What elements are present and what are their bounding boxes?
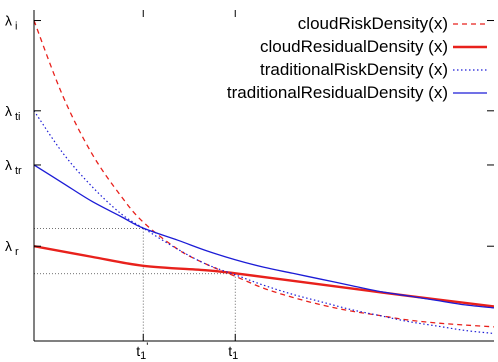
y-tick-label-2: λ tr	[5, 157, 22, 177]
guide-lines	[34, 228, 236, 341]
x-tick-label-symbol-1: t	[228, 343, 232, 359]
y-tick-label-sub-0: i	[15, 21, 17, 33]
y-tick-label-symbol-1: λ	[5, 103, 12, 119]
x-tick-label-prime-0: '	[146, 341, 148, 353]
series-line-2	[34, 110, 494, 335]
y-tick-label-sub-3: r	[15, 246, 19, 258]
y-tick-label-sub-2: tr	[15, 165, 22, 177]
series-line-1	[34, 245, 494, 308]
x-tick-label-1: t1	[228, 343, 238, 362]
series-lines	[34, 20, 494, 335]
y-tick-label-symbol-0: λ	[5, 13, 12, 29]
legend-label-2: traditionalRiskDensity (x)	[260, 60, 448, 79]
y-tick-label-symbol-3: λ	[5, 238, 12, 254]
series-line-3	[34, 164, 494, 309]
x-tick-label-sub-1: 1	[232, 350, 238, 362]
legend: cloudRiskDensity(x) cloudResidualDensity …	[227, 14, 487, 102]
legend-label-3: traditionalResidualDensity (x)	[227, 83, 448, 102]
y-tick-label-sub-1: ti	[15, 111, 21, 123]
x-tick-label-0: t1'	[136, 341, 148, 362]
x-tick-label-symbol-0: t	[136, 343, 140, 359]
legend-label-1: cloudResidualDensity (x)	[260, 37, 448, 56]
series-line-0	[34, 20, 494, 328]
x-tick-label-sub-0: 1	[140, 350, 146, 362]
y-tick-label-1: λ ti	[5, 103, 21, 123]
legend-label-0: cloudRiskDensity(x)	[298, 14, 448, 33]
y-tick-label-symbol-2: λ	[5, 157, 12, 173]
axis-ticks: λ iλ tiλ trλ rt1' t1	[5, 10, 494, 362]
